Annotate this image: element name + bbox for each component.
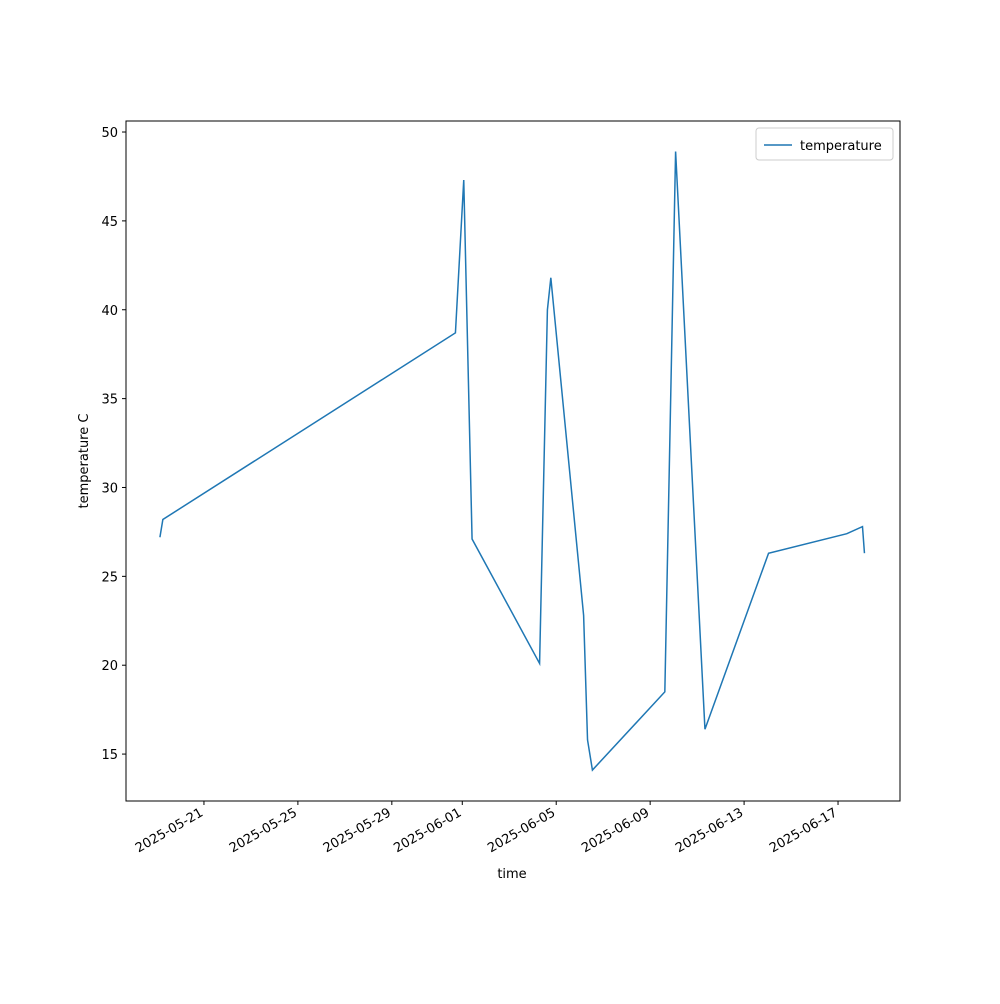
y-tick-label: 35	[101, 393, 118, 408]
legend-label: temperature	[800, 139, 882, 154]
y-tick-label: 40	[101, 304, 118, 319]
legend-box	[755, 127, 894, 161]
x-axis-label: time	[497, 867, 526, 882]
plot-frame	[125, 120, 901, 802]
y-tick-label: 30	[101, 481, 118, 496]
y-tick-label: 45	[101, 215, 118, 230]
y-tick-label: 15	[101, 748, 118, 763]
y-tick-label: 25	[101, 570, 118, 585]
y-axis-label: temperature C	[77, 414, 92, 509]
series-line	[159, 151, 866, 772]
y-tick-label: 20	[101, 659, 118, 674]
y-tick-label: 50	[101, 126, 118, 141]
